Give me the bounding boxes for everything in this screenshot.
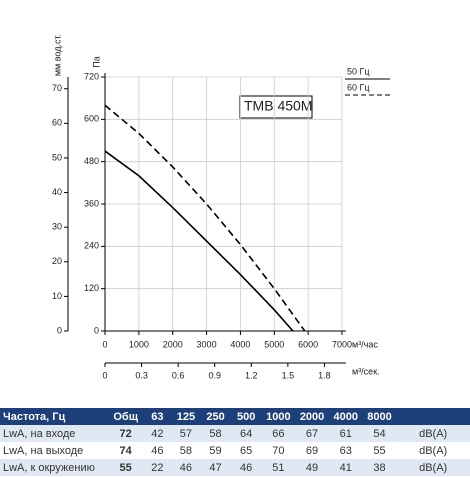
chart-title: TMB 450M	[244, 98, 312, 114]
table-cell: 250	[200, 408, 231, 425]
curve	[104, 150, 294, 332]
table-cell: 69	[305, 444, 319, 457]
y2-tick-label: 50	[52, 152, 62, 162]
y-axis-title: Па	[91, 56, 101, 67]
table-cell: 58	[179, 444, 193, 457]
table-cell: Общ	[108, 408, 144, 425]
y2-axis-title: мм вод.ст.	[52, 34, 62, 76]
table-cell: 1000	[261, 408, 296, 425]
table-row: LwA, на входе 72 42 57 58 64 66 67 61 54 dB(A)	[0, 425, 470, 442]
x2-axis-title: м³/сек.	[352, 366, 380, 376]
table-cell: dB(A)	[396, 459, 470, 476]
table-cell: 38	[362, 459, 397, 476]
x2-tick-label: 1.8	[318, 370, 331, 380]
table-cell: 46	[230, 459, 262, 476]
table-cell: 74	[119, 444, 132, 457]
curve	[104, 104, 306, 332]
y-tick-label: 120	[84, 283, 99, 293]
y-tick-label: 720	[84, 71, 99, 81]
table-cell: 57	[171, 425, 201, 442]
table-cell: 63	[339, 444, 352, 457]
x-tick-label: 2000	[163, 339, 183, 349]
legend-label: 50 Гц	[347, 66, 370, 76]
table-cell	[396, 408, 470, 425]
y2-tick-label: 60	[52, 118, 62, 128]
table-header: Частота, Гц Общ 63 125 250 500 1000 2000 4000 800…	[0, 408, 470, 425]
y-tick-label: 360	[84, 198, 99, 208]
table-cell: 51	[261, 459, 296, 476]
x2-tick-label: 0.6	[172, 370, 185, 380]
table-cell: 66	[261, 425, 296, 442]
table-cell: 41	[328, 459, 363, 476]
legend-label: 60 Гц	[347, 82, 370, 92]
table-cell: 55	[373, 444, 386, 457]
table-cell: 63	[143, 408, 172, 425]
x-tick-label: 3000	[197, 339, 217, 349]
table-cell: 59	[209, 444, 222, 457]
table-cell: 67	[295, 425, 329, 442]
table-cell: 54	[362, 425, 397, 442]
y2-tick-label: 40	[52, 187, 62, 197]
table-cell: LwA, к окружению	[0, 459, 109, 476]
table-cell: dB(A)	[419, 444, 448, 457]
y2-tick-label: 30	[52, 222, 62, 232]
table-cell: 46	[151, 444, 164, 457]
x2-tick-label: 0.3	[135, 370, 148, 380]
table-cell: Частота, Гц	[0, 408, 109, 425]
y-tick-label: 480	[84, 156, 99, 166]
y-tick-label: 0	[94, 325, 99, 335]
chart: TMB 450M Па мм вод.ст. м³/час м³/сек. 0 1…	[52, 34, 390, 380]
table-cell: 2000	[295, 408, 329, 425]
table-cell: 500	[230, 408, 262, 425]
noise-table: Частота, Гц Общ 63 125 250 500 1000 2000 4000 800…	[0, 408, 470, 476]
table-cell: 125	[171, 408, 201, 425]
x-tick-label: 7000	[332, 339, 352, 349]
table-cell: 49	[295, 459, 329, 476]
x-tick-label: 1000	[129, 339, 149, 349]
x-tick-label: 5000	[264, 339, 284, 349]
table-cell: 58	[200, 425, 231, 442]
table-cell: 65	[240, 444, 253, 457]
y2-tick-label: 10	[52, 291, 62, 301]
x-tick-label: 0	[102, 339, 107, 349]
x2-tick-label: 0	[102, 370, 107, 380]
y2-tick-label: 70	[52, 83, 62, 93]
table-cell: 70	[272, 444, 285, 457]
table-cell: LwA, на выходе	[3, 444, 84, 457]
y-tick-label: 600	[84, 114, 99, 124]
y2-tick-label: 20	[52, 256, 62, 266]
table-row: LwA, к окружению 55 22 46 47 46 51 49 41 38 dB(A)	[0, 459, 470, 476]
table-cell: dB(A)	[396, 425, 470, 442]
y2-tick-label: 0	[57, 325, 62, 335]
table-cell: LwA, на входе	[0, 425, 109, 442]
x-tick-label: 6000	[298, 339, 318, 349]
table-cell: 47	[200, 459, 231, 476]
title-box	[239, 95, 313, 119]
x-tick-label: 4000	[230, 339, 250, 349]
table-cell: 4000	[328, 408, 363, 425]
table-cell: 55	[108, 459, 144, 476]
x2-tick-label: 0.9	[208, 370, 221, 380]
x2-tick-label: 1.5	[282, 370, 295, 380]
x2-tick-label: 1.2	[245, 370, 258, 380]
table-cell: 22	[143, 459, 172, 476]
table-cell: 8000	[362, 408, 397, 425]
table-cell: 72	[108, 425, 144, 442]
table-row: LwA, на выходе 74 46 58 59 65 70 69 63 55 dB(A)	[0, 442, 470, 459]
table-cell: 46	[171, 459, 201, 476]
y-tick-label: 240	[84, 241, 99, 251]
table-cell: 61	[328, 425, 363, 442]
table-cell: 42	[143, 425, 172, 442]
x-axis-title: м³/час	[352, 339, 378, 349]
table-cell: 64	[230, 425, 262, 442]
